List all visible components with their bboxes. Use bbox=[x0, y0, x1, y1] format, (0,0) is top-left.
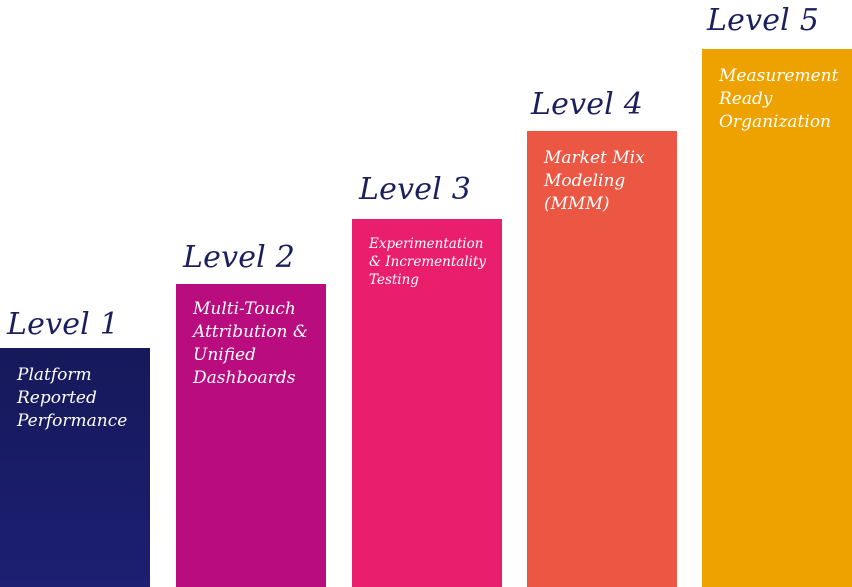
level-3-description-line: Testing bbox=[369, 272, 419, 288]
level-5-description-line: Ready bbox=[719, 89, 773, 109]
level-4-bar bbox=[527, 131, 677, 587]
level-3-bar bbox=[352, 219, 502, 587]
level-3-title: Level 3 bbox=[359, 172, 471, 207]
level-1-description: Platform Reported Performance bbox=[17, 364, 127, 433]
level-4-description-line: Modeling bbox=[544, 171, 626, 191]
level-1-description-line: Platform bbox=[17, 365, 92, 385]
level-4-description: Market Mix Modeling (MMM) bbox=[544, 147, 645, 216]
level-5-title: Level 5 bbox=[707, 3, 819, 38]
level-2-description-line: Attribution & bbox=[193, 322, 309, 342]
level-5-description-line: Organization bbox=[719, 112, 832, 132]
level-5-bar bbox=[702, 49, 852, 587]
level-2-description-line: Unified bbox=[193, 345, 256, 365]
level-2-description-line: Dashboards bbox=[193, 368, 296, 388]
level-1-description-line: Performance bbox=[17, 411, 128, 431]
level-4-description-line: Market Mix bbox=[544, 148, 645, 168]
level-3-description: Experimentation & Incrementality Testing bbox=[369, 235, 486, 289]
level-3-description-line: Experimentation bbox=[369, 236, 484, 252]
level-1-description-line: Reported bbox=[17, 388, 97, 408]
level-2-title: Level 2 bbox=[183, 240, 295, 275]
level-1-title: Level 1 bbox=[7, 307, 119, 342]
level-3-description-line: & Incrementality bbox=[369, 254, 486, 270]
level-4-description-line: (MMM) bbox=[544, 194, 610, 214]
level-5-description: Measurement Ready Organization bbox=[719, 65, 838, 134]
level-5-description-line: Measurement bbox=[719, 66, 839, 86]
level-2-description-line: Multi-Touch bbox=[193, 299, 296, 319]
level-4-title: Level 4 bbox=[531, 87, 643, 122]
level-1-bar bbox=[0, 348, 150, 587]
level-2-bar bbox=[176, 284, 326, 587]
level-2-description: Multi-Touch Attribution & Unified Dashbo… bbox=[193, 298, 308, 390]
